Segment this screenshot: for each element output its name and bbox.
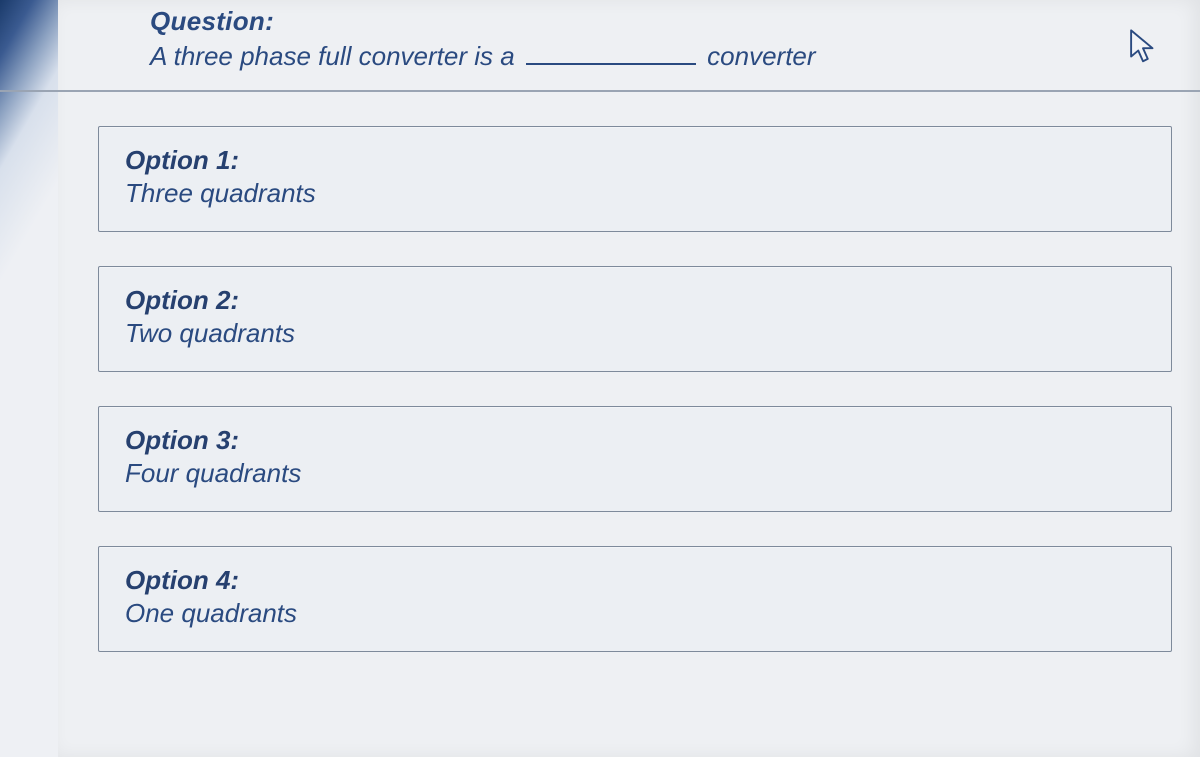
option-text: Three quadrants bbox=[125, 178, 1145, 209]
quiz-panel: Question: A three phase full converter i… bbox=[58, 0, 1200, 757]
option-label: Option 3: bbox=[125, 425, 1145, 456]
options-list: Option 1: Three quadrants Option 2: Two … bbox=[58, 126, 1200, 652]
option-text: Four quadrants bbox=[125, 458, 1145, 489]
option-text: One quadrants bbox=[125, 598, 1145, 629]
option-label: Option 2: bbox=[125, 285, 1145, 316]
option-4[interactable]: Option 4: One quadrants bbox=[98, 546, 1172, 652]
question-label: Question: bbox=[150, 6, 1200, 37]
option-1[interactable]: Option 1: Three quadrants bbox=[98, 126, 1172, 232]
question-text-after: converter bbox=[707, 41, 815, 71]
question-block: Question: A three phase full converter i… bbox=[0, 0, 1200, 92]
option-label: Option 1: bbox=[125, 145, 1145, 176]
question-text-before: A three phase full converter is a bbox=[150, 41, 515, 71]
option-2[interactable]: Option 2: Two quadrants bbox=[98, 266, 1172, 372]
question-text: A three phase full converter is a conver… bbox=[150, 41, 1200, 72]
option-text: Two quadrants bbox=[125, 318, 1145, 349]
option-3[interactable]: Option 3: Four quadrants bbox=[98, 406, 1172, 512]
fill-blank[interactable] bbox=[526, 46, 696, 66]
option-label: Option 4: bbox=[125, 565, 1145, 596]
